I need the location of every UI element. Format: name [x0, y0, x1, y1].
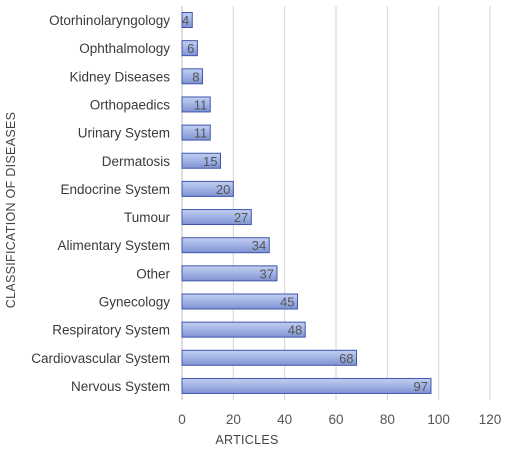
category-label-respiratory-system: Respiratory System: [52, 323, 170, 338]
category-label-otorhinolaryngology: Otorhinolaryngology: [49, 13, 170, 28]
category-label-kidney-diseases: Kidney Diseases: [69, 69, 170, 84]
category-label-ophthalmology: Ophthalmology: [79, 41, 170, 56]
category-label-dermatosis: Dermatosis: [102, 154, 171, 169]
data-label-endocrine-system: 20: [216, 182, 230, 197]
bar-gynecology: [181, 293, 298, 310]
data-label-tumour: 27: [234, 210, 248, 225]
category-labels: Otorhinolaryngology Ophthalmology Kidney D…: [31, 13, 170, 394]
data-label-orthopaedics: 11: [194, 97, 208, 112]
category-label-endocrine-system: Endocrine System: [60, 182, 170, 197]
bar-ophthalmology: [181, 40, 198, 57]
bar-urinary-system: [181, 124, 211, 141]
bar-respiratory-system: [181, 321, 306, 338]
category-label-gynecology: Gynecology: [99, 295, 171, 310]
bar-otorhinolaryngology: [181, 12, 193, 28]
data-label-gynecology: 45: [280, 295, 294, 310]
category-label-tumour: Tumour: [124, 210, 171, 225]
category-label-alimentary-system: Alimentary System: [57, 238, 170, 253]
category-label-cardiovascular-system: Cardiovascular System: [31, 351, 170, 366]
category-label-other: Other: [136, 266, 170, 281]
bars: [181, 12, 432, 394]
bar-cardiovascular-system: [181, 349, 358, 366]
bar-tumour: [181, 209, 252, 226]
bar-alimentary-system: [181, 237, 270, 254]
bar-orthopaedics: [181, 96, 211, 113]
category-label-orthopaedics: Orthopaedics: [90, 97, 171, 112]
y-axis-title: CLASSIFICATION OF DISEASES: [4, 112, 18, 309]
x-tick-label-100: 100: [427, 412, 450, 427]
bar-kidney-diseases: [181, 68, 204, 85]
category-label-nervous-system: Nervous System: [71, 379, 170, 394]
x-tick-label-80: 80: [380, 412, 395, 427]
bar-dermatosis: [181, 152, 221, 169]
category-label-urinary-system: Urinary System: [78, 126, 170, 141]
x-tick-label-40: 40: [277, 412, 292, 427]
data-label-ophthalmology: 6: [187, 41, 194, 56]
x-tick-label-20: 20: [226, 412, 241, 427]
bar-nervous-system: [181, 377, 432, 394]
bar-endocrine-system: [181, 180, 234, 197]
data-label-kidney-diseases: 8: [192, 69, 199, 84]
data-label-nervous-system: 97: [413, 379, 427, 394]
data-label-respiratory-system: 48: [288, 323, 302, 338]
x-tick-labels: 0 20 40 60 80 100 120: [178, 412, 501, 427]
gridlines: [181, 6, 491, 400]
data-label-dermatosis: 15: [203, 154, 217, 169]
x-tick-label-0: 0: [178, 412, 186, 427]
data-label-urinary-system: 11: [194, 126, 208, 141]
bar-other: [181, 265, 278, 282]
x-tick-label-60: 60: [328, 412, 343, 427]
data-label-other: 37: [259, 266, 273, 281]
x-tick-label-120: 120: [479, 412, 502, 427]
x-axis-title: ARTICLES: [215, 433, 278, 447]
data-label-otorhinolaryngology: 4: [182, 13, 189, 28]
data-label-cardiovascular-system: 68: [339, 351, 353, 366]
data-label-alimentary-system: 34: [252, 238, 266, 253]
